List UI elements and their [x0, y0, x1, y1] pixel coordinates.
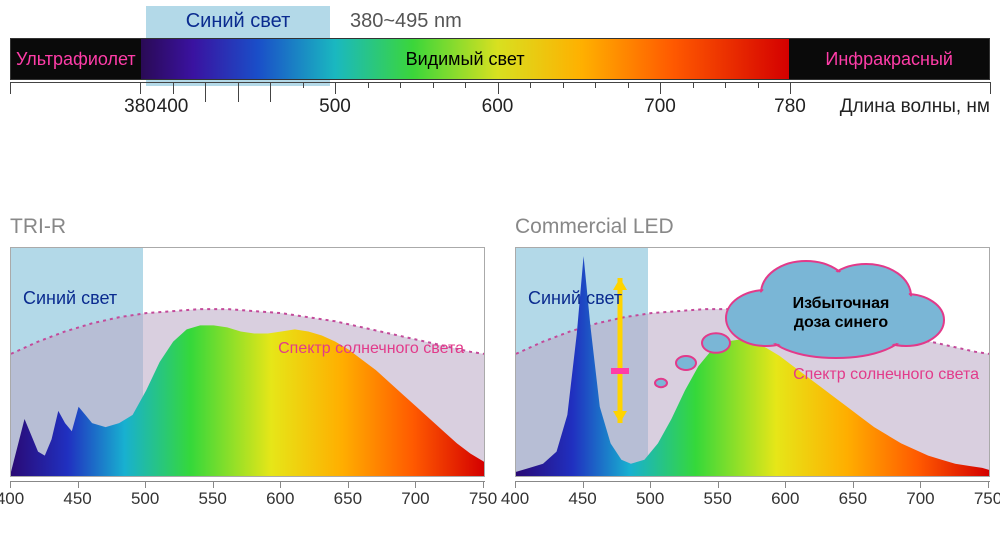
- spectrum-bar: Ультрафиолет Видимый свет Инфракрасный: [10, 38, 990, 80]
- xtick-label: 650: [334, 489, 362, 509]
- xtick-label: 550: [199, 489, 227, 509]
- xtick-label: 450: [63, 489, 91, 509]
- panel-0: TRI-RСиний светСпектр солнечного света40…: [10, 215, 485, 511]
- spectrum-bar-section: Синий свет 380~495 nm Ультрафиолет Видим…: [0, 38, 1000, 130]
- xtick-label: 700: [401, 489, 429, 509]
- visible-segment: Видимый свет: [141, 39, 790, 79]
- tick-label: 700: [644, 96, 676, 118]
- blue-label: Синий свет: [23, 288, 117, 309]
- chart: Синий свет Спектр солнечного света: [10, 247, 485, 477]
- blue-label: Синий свет: [528, 288, 622, 309]
- uv-label: Ультрафиолет: [16, 49, 136, 70]
- blue-range-text: 380~495 nm: [350, 10, 462, 33]
- tick-label: 600: [482, 96, 514, 118]
- wavelength-axis: Длина волны, нм 380400 500 600 700 780: [10, 82, 990, 130]
- sunlight-label: Спектр солнечного света: [278, 340, 464, 358]
- xtick-label: 700: [906, 489, 934, 509]
- xtick-label: 600: [266, 489, 294, 509]
- xtick-label: 450: [568, 489, 596, 509]
- xtick-label: 650: [839, 489, 867, 509]
- xtick-label: 550: [704, 489, 732, 509]
- xtick-label: 750: [469, 489, 497, 509]
- cloud-text: Избыточнаядоза синего: [771, 294, 911, 332]
- xtick-label: 750: [974, 489, 1000, 509]
- xtick-label: 500: [131, 489, 159, 509]
- tick-label: 780: [774, 96, 806, 118]
- chart: Синий свет Спектр солнечного света Избыточ…: [515, 247, 990, 477]
- xtick-label: 400: [0, 489, 24, 509]
- spectrum-panels: TRI-R Синий свет Спектр солнечного света 40…: [10, 215, 990, 511]
- blue-light-label: Синий свет: [146, 10, 330, 33]
- panel-title: TRI-R: [10, 215, 485, 241]
- tick-label: 400: [157, 96, 189, 118]
- axis-line: [10, 82, 990, 83]
- visible-label: Видимый свет: [406, 49, 525, 70]
- axis-title: Длина волны, нм: [840, 96, 990, 118]
- x-axis: 400450500550600650700750: [10, 481, 485, 511]
- tick-label: 500: [319, 96, 351, 118]
- x-axis: 400450500550600650700750: [515, 481, 990, 511]
- xtick-label: 400: [501, 489, 529, 509]
- panel-1: Commercial LED Синий свет Спектр солнечног…: [515, 215, 990, 511]
- ir-segment: Инфракрасный: [789, 39, 989, 79]
- panel-title: Commercial LED: [515, 215, 990, 241]
- ir-label: Инфракрасный: [825, 49, 953, 70]
- tick-label: 380: [124, 96, 156, 118]
- xtick-label: 600: [771, 489, 799, 509]
- sunlight-label: Спектр солнечного света: [793, 366, 979, 384]
- uv-segment: Ультрафиолет: [11, 39, 141, 79]
- xtick-label: 500: [636, 489, 664, 509]
